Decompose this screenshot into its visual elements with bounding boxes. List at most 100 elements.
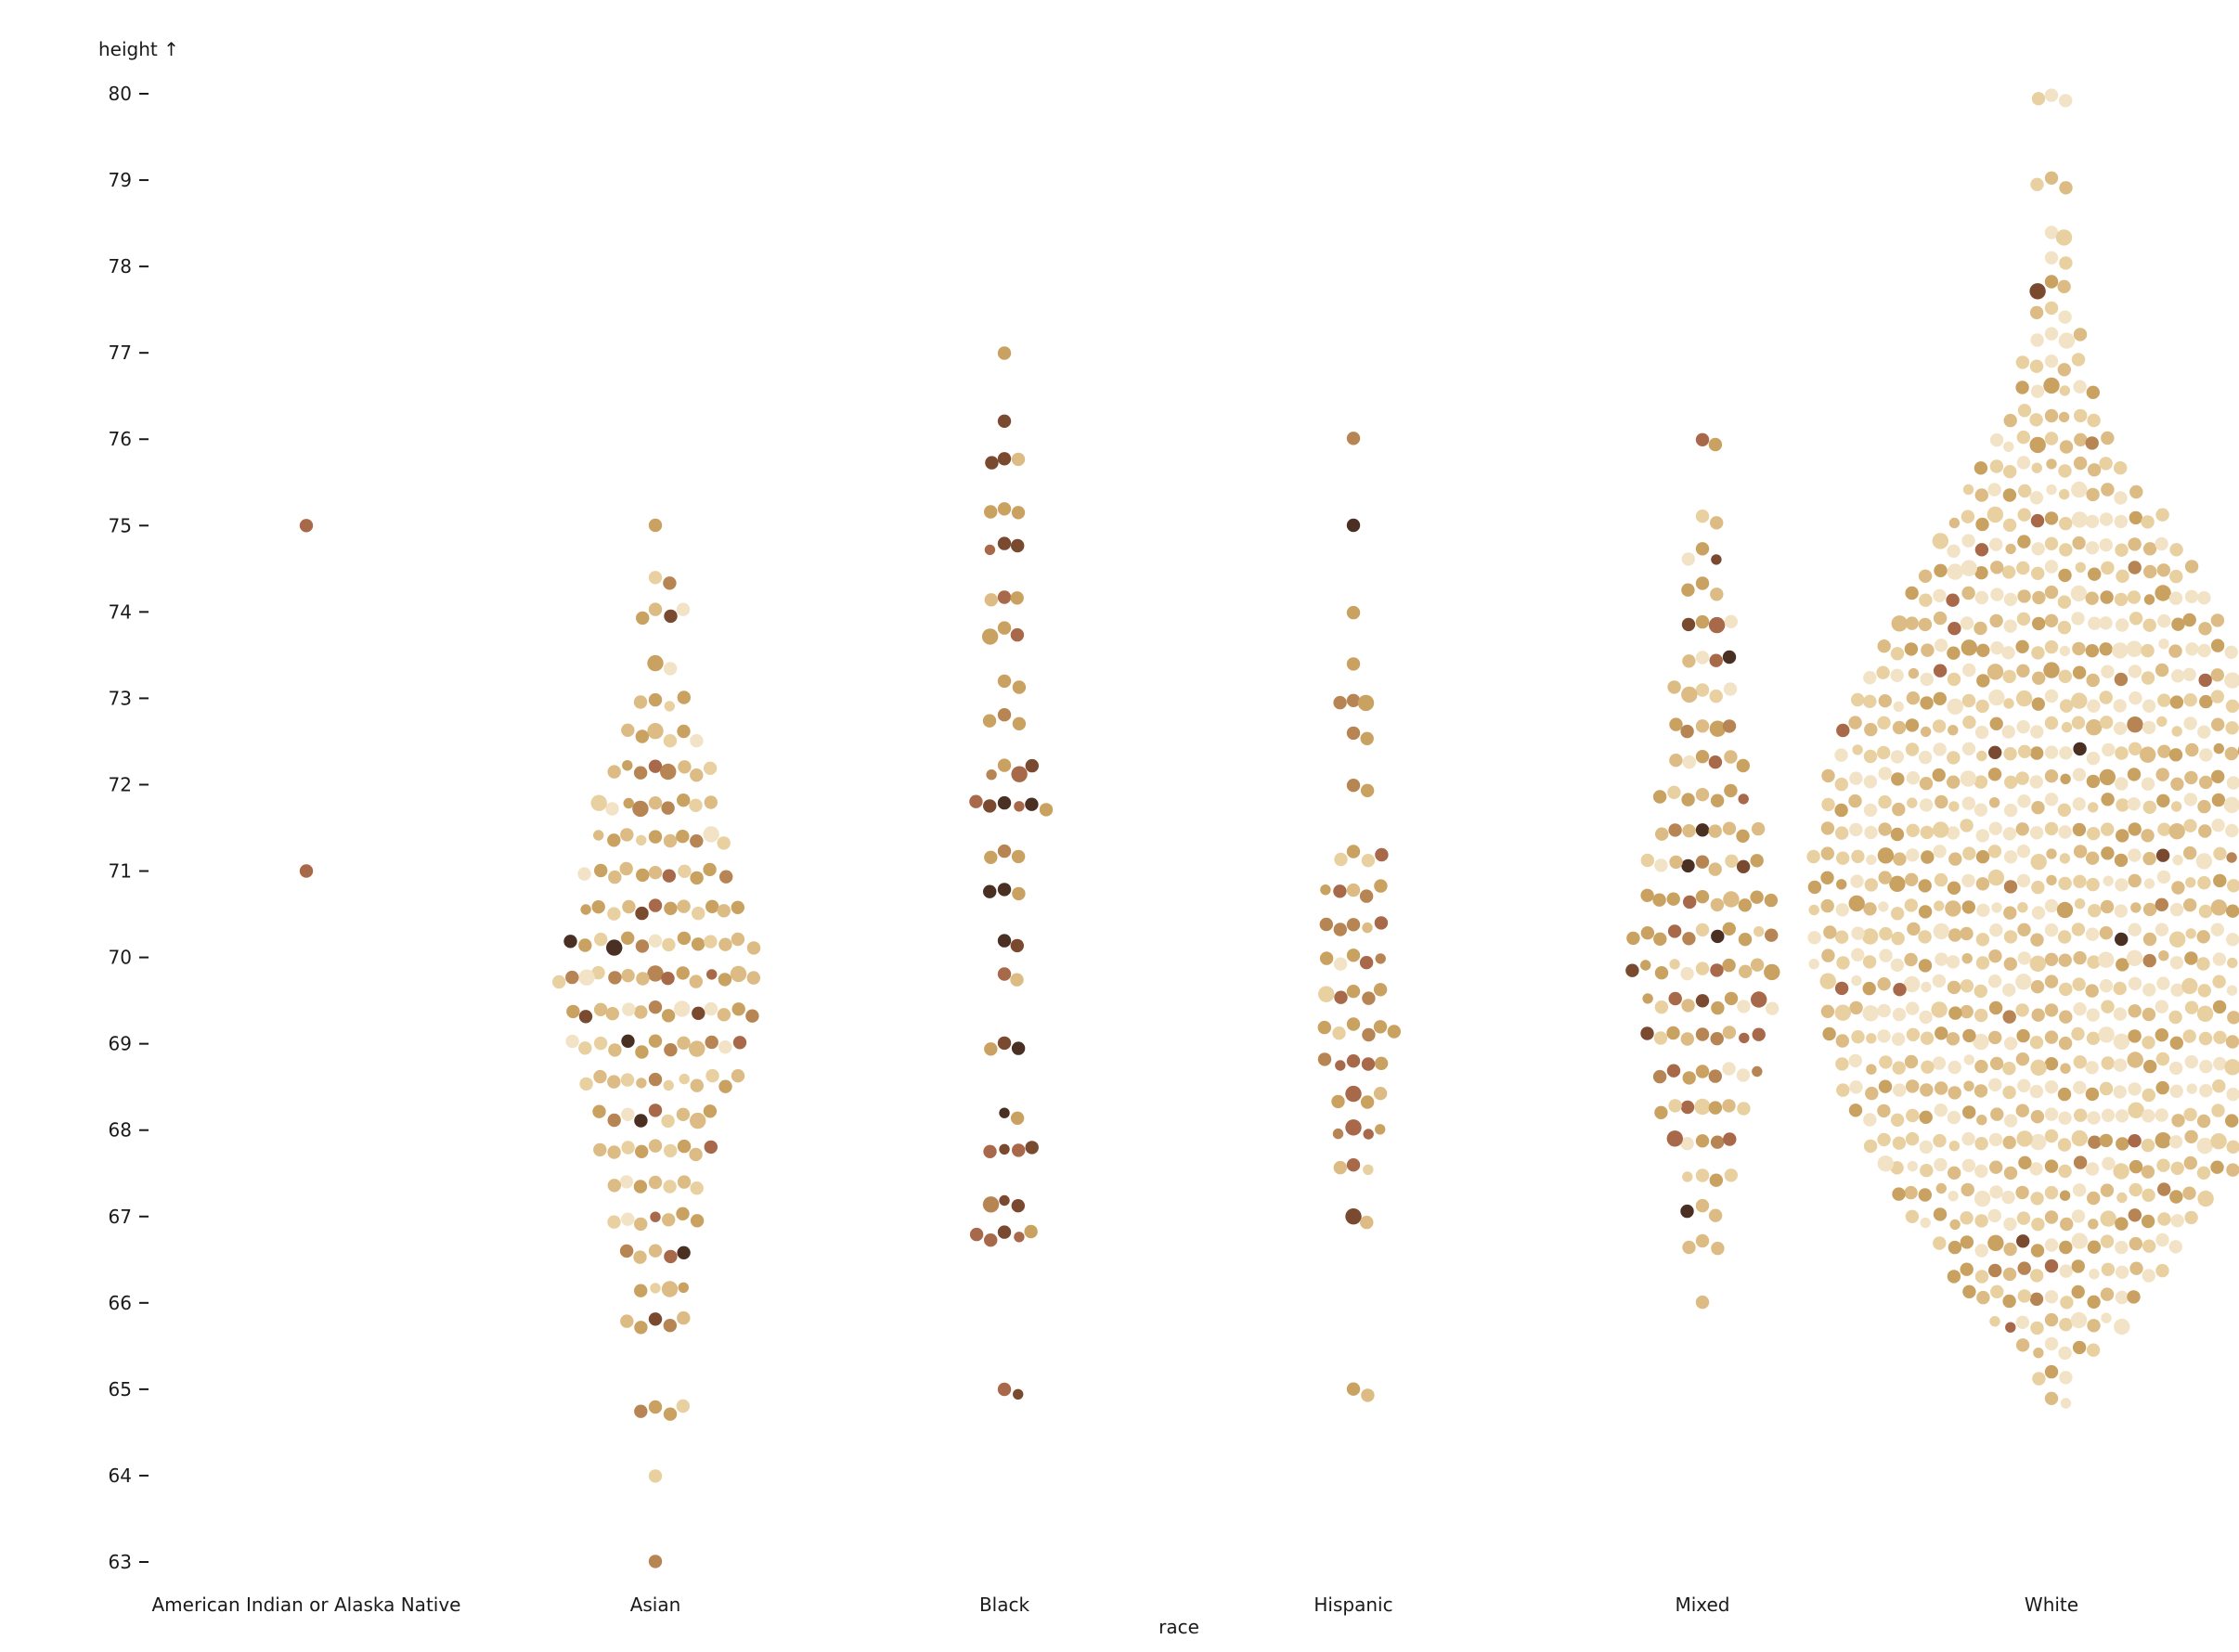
data-point bbox=[983, 799, 997, 813]
data-point bbox=[1962, 846, 1976, 860]
data-point bbox=[1361, 1388, 1375, 1402]
data-point bbox=[1695, 823, 1710, 837]
data-point bbox=[1918, 930, 1932, 944]
data-point bbox=[2197, 725, 2211, 739]
data-point bbox=[704, 935, 718, 949]
data-point bbox=[1723, 891, 1740, 908]
data-point bbox=[2155, 1108, 2168, 1122]
data-point bbox=[2087, 1319, 2101, 1333]
data-point bbox=[2101, 1312, 2112, 1323]
data-point bbox=[2196, 957, 2210, 971]
data-point bbox=[2210, 899, 2228, 916]
data-point bbox=[1835, 903, 1849, 917]
data-point bbox=[2017, 902, 2028, 913]
data-point bbox=[2044, 952, 2059, 967]
data-point bbox=[2002, 1085, 2016, 1100]
data-point bbox=[984, 1233, 998, 1247]
data-point bbox=[1933, 821, 1949, 838]
data-point bbox=[2101, 793, 2115, 807]
data-point bbox=[648, 934, 663, 948]
data-point bbox=[1011, 506, 1026, 520]
data-point bbox=[1710, 1032, 1724, 1046]
data-point bbox=[1974, 543, 1989, 557]
data-point bbox=[2172, 855, 2183, 866]
data-point bbox=[2031, 906, 2046, 920]
data-point bbox=[1877, 716, 1891, 729]
data-point bbox=[1722, 1062, 1736, 1076]
data-point bbox=[2033, 1348, 2044, 1359]
data-point bbox=[1863, 803, 1878, 818]
data-point bbox=[1921, 643, 1935, 657]
data-point bbox=[2112, 642, 2129, 659]
data-point bbox=[2128, 1134, 2142, 1148]
data-point bbox=[1893, 1083, 1907, 1097]
data-point bbox=[620, 1073, 635, 1087]
data-point bbox=[704, 1001, 718, 1016]
data-point bbox=[1695, 510, 1710, 523]
data-point bbox=[1695, 855, 1710, 869]
data-point bbox=[2005, 543, 2016, 555]
data-point bbox=[2196, 1166, 2211, 1181]
data-point bbox=[1988, 745, 2002, 759]
data-point bbox=[1961, 693, 1976, 708]
data-point bbox=[731, 932, 745, 947]
data-point bbox=[1879, 949, 1893, 962]
data-point bbox=[2085, 514, 2100, 529]
data-point bbox=[2155, 1052, 2170, 1066]
data-point bbox=[1333, 1160, 1348, 1175]
data-point bbox=[677, 931, 692, 946]
data-point bbox=[1722, 1099, 1736, 1113]
data-point bbox=[2128, 848, 2142, 862]
data-point bbox=[2074, 898, 2086, 910]
data-point bbox=[2128, 665, 2142, 678]
data-point bbox=[636, 834, 647, 845]
data-point bbox=[731, 900, 744, 914]
y-tick-label: 66 bbox=[109, 1292, 132, 1314]
data-point bbox=[621, 931, 635, 945]
data-point bbox=[1947, 646, 1961, 660]
data-point bbox=[2169, 543, 2183, 557]
data-point bbox=[1878, 694, 1893, 708]
data-point bbox=[2073, 1155, 2088, 1169]
data-point bbox=[1374, 916, 1389, 930]
data-point bbox=[552, 974, 566, 989]
data-point bbox=[691, 937, 705, 951]
y-tick-label: 71 bbox=[109, 860, 132, 883]
data-point bbox=[1947, 698, 1963, 715]
data-point bbox=[1864, 825, 1878, 840]
data-point bbox=[999, 1107, 1010, 1118]
data-point bbox=[2030, 384, 2045, 398]
data-point bbox=[1920, 1164, 1934, 1178]
data-point bbox=[2072, 1183, 2087, 1197]
data-point bbox=[2169, 1061, 2183, 1076]
data-point bbox=[692, 906, 705, 921]
data-point bbox=[1666, 1026, 1680, 1040]
data-point bbox=[677, 899, 691, 913]
data-point bbox=[1711, 1000, 1725, 1015]
data-point bbox=[1695, 1233, 1710, 1248]
data-point bbox=[648, 1400, 663, 1414]
data-point bbox=[2030, 1110, 2045, 1124]
x-tick-label: Hispanic bbox=[1314, 1594, 1392, 1616]
data-point bbox=[1974, 1008, 1988, 1023]
data-point bbox=[1852, 744, 1863, 755]
data-point bbox=[2003, 803, 2018, 818]
data-point bbox=[1669, 855, 1683, 870]
data-point bbox=[1989, 716, 2003, 730]
data-point bbox=[1851, 692, 1865, 707]
data-point bbox=[1346, 985, 1361, 999]
data-point bbox=[1961, 796, 1975, 810]
data-point bbox=[2059, 1371, 2073, 1385]
data-point bbox=[1695, 1198, 1710, 1213]
data-point bbox=[1695, 719, 1710, 733]
data-point bbox=[1962, 1284, 1976, 1299]
data-point bbox=[2058, 669, 2072, 683]
data-point bbox=[1807, 931, 1821, 945]
data-point bbox=[594, 863, 608, 878]
data-point bbox=[1934, 563, 1948, 577]
data-point bbox=[1932, 719, 1947, 733]
data-point bbox=[1851, 849, 1865, 863]
data-point bbox=[703, 862, 717, 877]
data-point bbox=[2224, 746, 2239, 761]
data-point bbox=[2017, 1261, 2031, 1275]
